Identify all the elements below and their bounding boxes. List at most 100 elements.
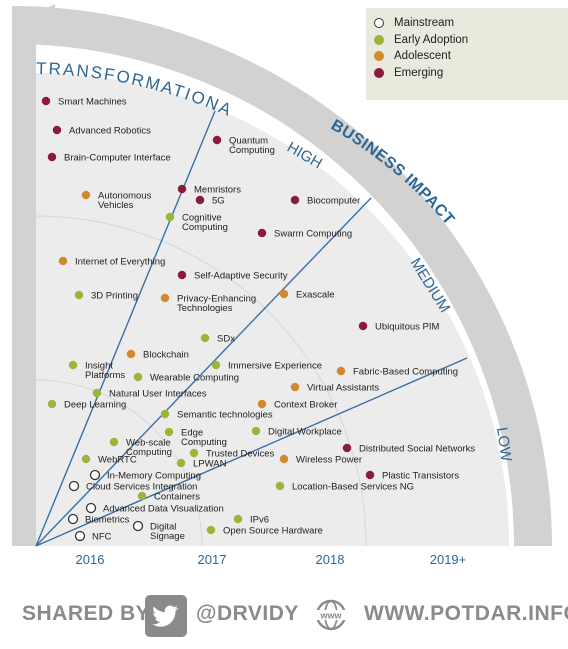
twitter-handle-link[interactable]: @DRVIDY: [196, 602, 299, 625]
year-label: 2018: [316, 552, 345, 567]
technology-marker: [233, 514, 243, 524]
technology-point[interactable]: IPv6: [233, 514, 269, 526]
technology-point[interactable]: Exascale: [279, 290, 335, 301]
technology-point[interactable]: Cognitive Computing: [165, 213, 228, 234]
technology-marker: [41, 96, 51, 106]
technology-point[interactable]: Containers: [137, 492, 200, 503]
technology-marker: [89, 469, 101, 481]
technology-point[interactable]: Context Broker: [257, 400, 337, 411]
technology-point[interactable]: Location-Based Services NG: [275, 482, 414, 493]
technology-point[interactable]: Ubiquitous PIM: [358, 322, 440, 333]
technology-point[interactable]: Brain-Computer Interface: [47, 153, 171, 164]
technology-point[interactable]: Natural User Interfaces: [92, 389, 207, 400]
legend: Mainstream Early Adoption Adolescent Emergi…: [366, 8, 568, 100]
technology-marker: [177, 184, 187, 194]
technology-label: 3D Printing: [91, 291, 138, 302]
twitter-bird-icon[interactable]: [145, 595, 187, 637]
technology-point[interactable]: Plastic Transistors: [365, 470, 459, 482]
legend-label: Adolescent: [394, 50, 451, 62]
technology-marker: [365, 470, 375, 480]
technology-point[interactable]: Immersive Experience: [211, 361, 322, 372]
technology-label: Brain-Computer Interface: [64, 153, 171, 164]
technology-label: Immersive Experience: [228, 361, 322, 372]
technology-label: Smart Machines: [58, 97, 127, 108]
technology-marker: [257, 228, 267, 238]
legend-label: Early Adoption: [394, 33, 469, 46]
legend-dot-icon: [374, 51, 384, 61]
technology-point[interactable]: Edge Computing: [164, 428, 227, 449]
technology-label: Swarm Computing: [274, 229, 352, 240]
technology-label: Distributed Social Networks: [359, 444, 475, 455]
technology-point[interactable]: Blockchain: [126, 350, 189, 361]
technology-point[interactable]: Smart Machines: [41, 96, 127, 108]
technology-point[interactable]: In-Memory Computing: [89, 469, 201, 482]
technology-label: Semantic technologies: [177, 410, 273, 421]
technology-point[interactable]: Memristors: [177, 184, 241, 196]
technology-point[interactable]: Biocomputer: [290, 196, 360, 207]
technology-point[interactable]: Trusted Devices: [189, 449, 275, 460]
technology-marker: [74, 290, 84, 300]
technology-marker: [160, 293, 170, 303]
technology-marker: [177, 270, 187, 280]
technology-point[interactable]: Autonomous Vehicles: [81, 190, 152, 212]
technology-label: NFC: [92, 532, 112, 543]
technology-marker: [81, 454, 91, 464]
technology-point[interactable]: Biometrics: [67, 513, 130, 526]
technology-point[interactable]: NFC: [74, 530, 112, 543]
technology-label: Virtual Assistants: [307, 383, 379, 394]
technology-point[interactable]: Internet of Everything: [58, 257, 165, 268]
technology-point[interactable]: Advanced Robotics: [52, 126, 151, 137]
technology-point[interactable]: Digital Workplace: [251, 427, 342, 438]
legend-item: Adolescent: [374, 50, 451, 62]
technology-point[interactable]: Distributed Social Networks: [342, 444, 475, 455]
technology-marker: [67, 513, 79, 525]
technology-point[interactable]: 5G: [195, 195, 225, 207]
technology-point[interactable]: Swarm Computing: [257, 228, 352, 240]
technology-point[interactable]: 3D Printing: [74, 290, 138, 302]
technology-marker: [195, 195, 205, 205]
technology-marker: [68, 480, 80, 492]
technology-label: Deep Learning: [64, 400, 126, 411]
technology-marker: [212, 135, 222, 145]
technology-label: Memristors: [194, 185, 241, 196]
technology-label: 5G: [212, 196, 225, 207]
technology-label: Privacy-Enhancing Technologies: [177, 294, 256, 315]
technology-point[interactable]: Privacy-Enhancing Technologies: [160, 293, 256, 315]
technology-label: WebRTC: [98, 455, 137, 466]
technology-label: Cognitive Computing: [182, 213, 228, 234]
technology-point[interactable]: Open Source Hardware: [206, 526, 323, 537]
concentric-rings: [35, 215, 367, 547]
technology-label: Ubiquitous PIM: [375, 322, 440, 333]
technology-point[interactable]: Cloud Services Integration: [68, 480, 198, 493]
technology-point[interactable]: Insight Platforms: [68, 361, 125, 382]
technology-label: Containers: [154, 492, 200, 503]
technology-point[interactable]: Digital Signage: [132, 520, 185, 543]
technology-points: Smart Machines Advanced Robotics Brain-Com…: [41, 96, 475, 543]
website-link[interactable]: WWW.POTDAR.INFO: [364, 602, 568, 625]
technology-label: Digital Signage: [150, 522, 185, 543]
technology-point[interactable]: Web-scale Computing: [109, 438, 172, 459]
technology-point[interactable]: Self-Adaptive Security: [177, 270, 288, 282]
technology-point[interactable]: Wearable Computing: [133, 373, 239, 384]
technology-point[interactable]: Deep Learning: [47, 400, 126, 411]
technology-point[interactable]: SDx: [200, 334, 235, 345]
technology-point[interactable]: Virtual Assistants: [290, 383, 379, 394]
technology-label: Web-scale Computing: [126, 438, 172, 459]
technology-point[interactable]: WebRTC: [81, 454, 137, 466]
technology-point[interactable]: Semantic technologies: [160, 410, 273, 421]
technology-label: In-Memory Computing: [107, 471, 201, 482]
technology-marker: [81, 190, 91, 200]
technology-label: Exascale: [296, 290, 335, 301]
technology-label: Fabric-Based Computing: [353, 367, 458, 378]
technology-point[interactable]: Advanced Data Visualization: [85, 502, 224, 515]
technology-point[interactable]: Wireless Power: [279, 455, 362, 466]
legend-dot-icon: [374, 67, 384, 78]
technology-label: SDx: [217, 334, 235, 345]
technology-point[interactable]: Quantum Computing: [212, 135, 275, 157]
technology-label: Natural User Interfaces: [109, 389, 207, 400]
technology-point[interactable]: LPWAN: [176, 459, 227, 470]
technology-label: Context Broker: [274, 400, 337, 411]
legend-dot-icon: [374, 18, 384, 28]
technology-point[interactable]: Fabric-Based Computing: [336, 367, 458, 378]
